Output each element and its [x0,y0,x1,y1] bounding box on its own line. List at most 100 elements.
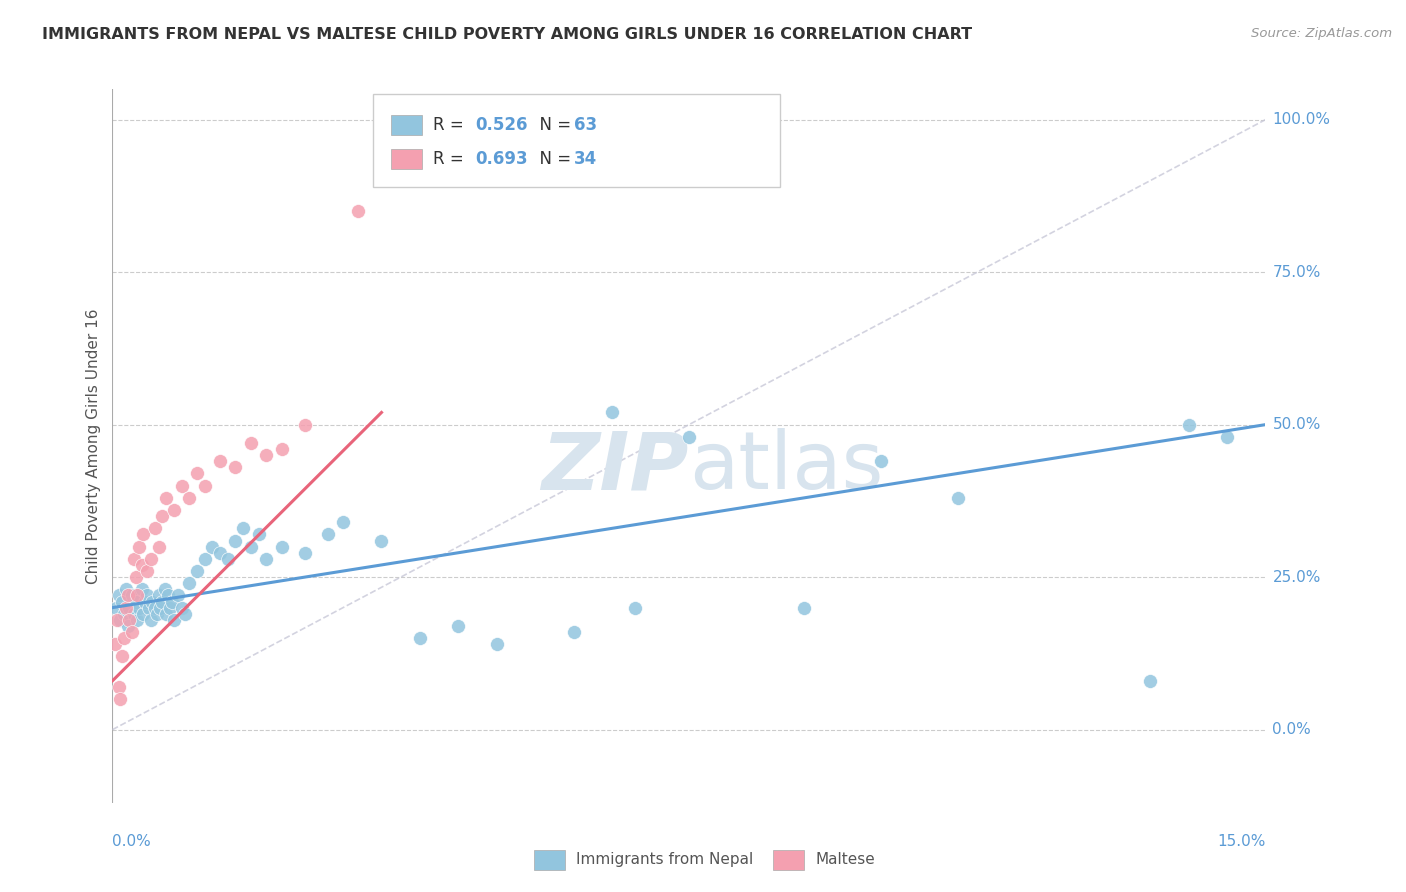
Point [148,589,170,603]
Text: 75.0%: 75.0% [1272,265,1320,280]
Point [136,564,159,578]
Text: Source: ZipAtlas.com: Source: ZipAtlas.com [1251,27,1392,40]
Point [138,600,160,615]
Point [122,551,145,566]
Point [118,613,141,627]
Point [121,625,143,640]
Point [270,442,292,456]
Point [166,589,188,603]
Text: 25.0%: 25.0% [1272,570,1320,584]
Point [347,204,370,219]
Point [1139,673,1161,688]
Point [447,619,470,633]
Point [115,600,138,615]
Point [1216,430,1239,444]
Point [485,637,508,651]
Point [141,594,163,608]
Point [112,631,135,645]
Point [104,637,127,651]
Point [128,600,150,615]
Text: IMMIGRANTS FROM NEPAL VS MALTESE CHILD POVERTY AMONG GIRLS UNDER 16 CORRELATION : IMMIGRANTS FROM NEPAL VS MALTESE CHILD P… [42,27,973,42]
Point [270,540,292,554]
Point [139,613,162,627]
Text: R =: R = [433,150,470,168]
Point [194,478,217,492]
Point [112,607,135,621]
Text: Immigrants from Nepal: Immigrants from Nepal [576,853,754,867]
Point [254,551,277,566]
Point [159,600,181,615]
Point [217,551,239,566]
Point [156,589,179,603]
Text: Maltese: Maltese [815,853,875,867]
Point [131,582,153,597]
Point [946,491,969,505]
Point [148,540,170,554]
Point [179,491,201,505]
Point [179,576,201,591]
Point [239,436,262,450]
Point [107,589,129,603]
Point [153,582,176,597]
Point [316,527,339,541]
Point [108,613,131,627]
Point [186,467,208,481]
Text: 63: 63 [574,116,596,134]
Point [254,448,277,462]
Point [194,551,217,566]
Point [105,613,128,627]
Point [678,430,700,444]
Point [186,564,208,578]
Point [152,594,174,608]
Point [247,527,270,541]
Text: ZIP: ZIP [541,428,689,507]
Point [870,454,893,468]
Point [122,607,145,621]
Point [149,600,172,615]
Point [1177,417,1199,432]
Point [232,521,254,535]
Point [332,515,354,529]
Point [134,594,156,608]
Text: 0.0%: 0.0% [1272,723,1312,737]
Point [139,551,162,566]
Point [124,594,146,608]
Point [224,533,246,548]
Point [143,600,166,615]
Point [155,607,177,621]
Point [170,600,193,615]
Point [224,460,246,475]
Point [111,649,134,664]
Point [132,607,155,621]
Point [118,600,141,615]
Point [174,607,197,621]
Text: 0.526: 0.526 [475,116,527,134]
Point [146,607,169,621]
Point [124,570,146,584]
Text: 100.0%: 100.0% [1272,112,1330,128]
Point [115,582,138,597]
Point [209,546,232,560]
Point [201,540,224,554]
Text: N =: N = [529,150,576,168]
Point [370,533,392,548]
Point [117,619,139,633]
Point [409,631,432,645]
Text: 0.693: 0.693 [475,150,527,168]
Point [128,540,150,554]
Text: N =: N = [529,116,576,134]
Y-axis label: Child Poverty Among Girls Under 16: Child Poverty Among Girls Under 16 [86,309,101,583]
Point [105,600,128,615]
Point [155,491,177,505]
Text: 0.0%: 0.0% [112,834,152,849]
Point [121,589,143,603]
Point [108,692,131,706]
Point [125,589,148,603]
Point [125,613,148,627]
Point [143,521,166,535]
Text: atlas: atlas [689,428,883,507]
Point [163,503,186,517]
Point [117,589,139,603]
Point [793,600,815,615]
Point [152,509,174,524]
